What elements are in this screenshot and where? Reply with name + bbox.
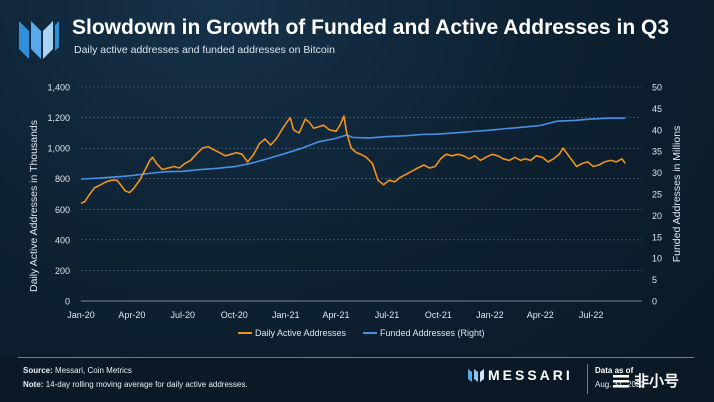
left-axis-tick-label: 0 bbox=[65, 297, 70, 307]
x-axis-tick-label: Jul-20 bbox=[171, 310, 196, 320]
x-axis-tick-label: Apr-20 bbox=[118, 310, 145, 320]
messari-mark-icon bbox=[468, 369, 484, 382]
chart-header: Slowdown in Growth of Funded and Active … bbox=[0, 0, 714, 70]
x-axis-tick-label: Jul-22 bbox=[579, 310, 604, 320]
x-axis-tick-label: Jul-21 bbox=[375, 310, 400, 320]
source-value: Messari, Coin Metrics bbox=[55, 366, 132, 375]
left-axis-tick-label: 400 bbox=[55, 235, 70, 245]
right-axis-tick-label: 25 bbox=[652, 190, 662, 200]
messari-brand: MESSARI bbox=[468, 366, 573, 384]
watermark-text: 非小号 bbox=[634, 373, 680, 390]
watermark: 非小号 bbox=[612, 370, 679, 391]
legend: Daily Active Addresses Funded Addresses (… bbox=[238, 328, 485, 338]
x-axis-tick-label: Jan-21 bbox=[272, 310, 300, 320]
left-axis-tick-label: 600 bbox=[55, 205, 70, 215]
right-axis-tick-label: 30 bbox=[652, 168, 662, 178]
left-axis-tick-label: 200 bbox=[55, 266, 70, 276]
right-axis-tick-label: 10 bbox=[652, 254, 662, 264]
x-axis-tick-label: Oct-20 bbox=[221, 310, 248, 320]
x-axis-tick-label: Jan-20 bbox=[67, 310, 95, 320]
left-axis-tick-label: 1,000 bbox=[47, 144, 70, 154]
footer-vertical-divider bbox=[587, 364, 588, 394]
right-axis-tick-label: 35 bbox=[652, 147, 662, 157]
series-line-funded-addresses bbox=[80, 117, 626, 180]
right-axis-tick-label: 40 bbox=[652, 125, 662, 135]
x-axis-tick-label: Apr-22 bbox=[527, 310, 554, 320]
chart-plot: 0 200 400 600 800 1,000 1,200 1,400 0 5 10 15 20 25 3… bbox=[28, 83, 683, 339]
legend-item-daily-active-addresses-label: Daily Active Addresses bbox=[255, 328, 347, 338]
footer-divider bbox=[18, 357, 694, 358]
chart-title: Slowdown in Growth of Funded and Active … bbox=[72, 16, 669, 39]
left-axis-tick-label: 800 bbox=[55, 174, 70, 184]
right-axis-tick-label: 20 bbox=[652, 211, 662, 221]
right-axis-tick-label: 0 bbox=[652, 297, 657, 307]
brand-name: MESSARI bbox=[488, 367, 573, 383]
footer bbox=[0, 358, 714, 402]
left-axis-tick-label: 1,400 bbox=[47, 83, 70, 93]
note-label: Note: bbox=[23, 380, 44, 389]
messari-logo-icon bbox=[19, 21, 59, 59]
series-line-daily-active-addresses bbox=[80, 115, 626, 204]
watermark-icon bbox=[613, 374, 629, 387]
source-label: Source: bbox=[23, 366, 53, 375]
note-line: Note: 14-day rolling moving average for … bbox=[23, 380, 248, 389]
note-value: 14-day rolling moving average for daily … bbox=[45, 380, 248, 389]
right-axis-tick-label: 45 bbox=[652, 104, 662, 114]
right-axis-label: Funded Addresses in Millions bbox=[671, 126, 683, 263]
x-axis-tick-label: Apr-21 bbox=[323, 310, 350, 320]
x-axis-tick-label: Oct-21 bbox=[425, 310, 452, 320]
data-as-of-label: Data as of bbox=[595, 366, 634, 375]
right-axis-tick-label: 50 bbox=[652, 83, 662, 93]
x-axis-ticks: Jan-20 Apr-20 Jul-20 Oct-20 Jan-21 Apr-21 Jul-… bbox=[67, 310, 603, 320]
left-axis-ticks: 0 200 400 600 800 1,000 1,200 1,400 bbox=[47, 83, 70, 307]
right-axis-ticks: 0 5 10 15 20 25 30 35 40 45 50 bbox=[652, 83, 662, 307]
gridlines bbox=[81, 86, 642, 302]
chart-subtitle: Daily active addresses and funded addres… bbox=[74, 44, 335, 56]
x-axis-tick-label: Jan-22 bbox=[476, 310, 504, 320]
series bbox=[80, 115, 626, 204]
left-axis-label: Daily Active Addresses in Thousands bbox=[28, 120, 40, 292]
right-axis-tick-label: 15 bbox=[652, 232, 662, 242]
left-axis-tick-label: 1,200 bbox=[47, 113, 70, 123]
source-line: Source: Messari, Coin Metrics bbox=[23, 366, 132, 375]
axes: 0 200 400 600 800 1,000 1,200 1,400 0 5 10 15 20 25 3… bbox=[28, 83, 683, 321]
right-axis-tick-label: 5 bbox=[652, 275, 657, 285]
legend-item-funded-addresses-label: Funded Addresses (Right) bbox=[380, 328, 485, 338]
